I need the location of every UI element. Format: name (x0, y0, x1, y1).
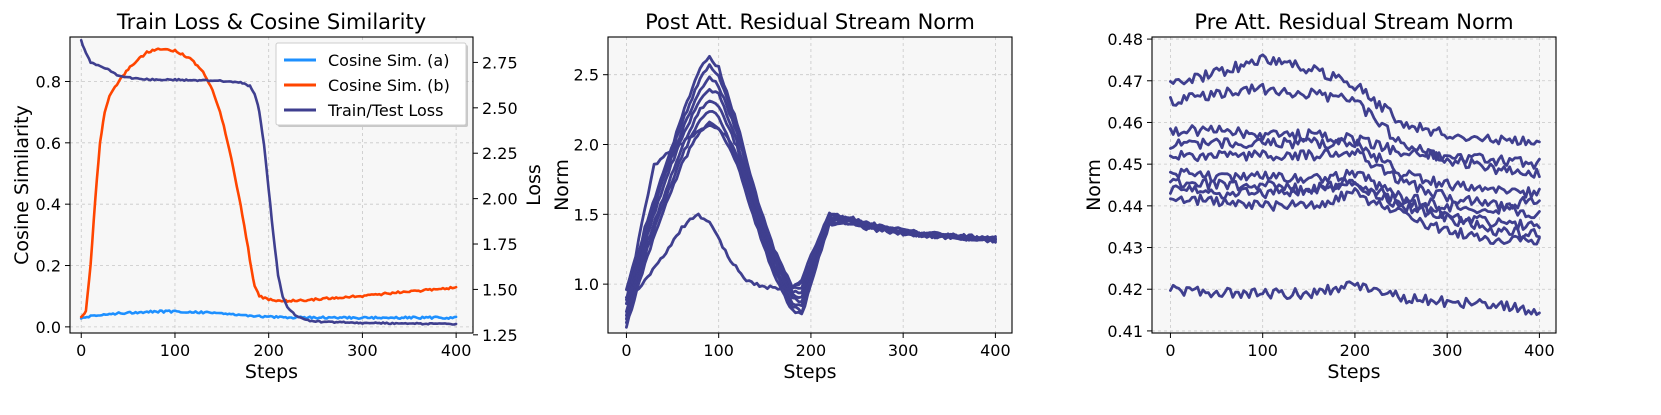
post-att-norm-xtick-label-3: 300 (888, 341, 919, 360)
train-loss-cosine-xtick-label-1: 100 (160, 341, 191, 360)
train-loss-cosine-ytick-label-2: 0.4 (36, 195, 61, 214)
train-loss-cosine-panel: 0 100 200 300 400 0.0 0.2 0.4 0.6 0.8 1.25 1.50 1.75… (11, 10, 545, 383)
post-att-norm-ytick-label-2: 2.0 (574, 136, 599, 155)
train-loss-cosine-series-line-2 (79, 38, 458, 326)
post-att-norm-title: Post Att. Residual Stream Norm (645, 10, 975, 34)
train-loss-cosine-xlabel: Steps (245, 361, 298, 383)
pre-att-norm-series-group (1169, 53, 1541, 317)
train-loss-cosine-xtick-label-3: 300 (347, 341, 378, 360)
pre-att-norm-series-line-3 (1169, 136, 1541, 199)
pre-att-norm-xtick-label-3: 300 (1432, 341, 1463, 360)
pre-att-norm-ytick-label-6: 0.47 (1107, 72, 1143, 91)
post-att-norm-ytick-label-1: 1.5 (574, 205, 599, 224)
pre-att-norm-ytick-label-0: 0.41 (1107, 322, 1143, 341)
pre-att-norm-series-line-7 (1169, 176, 1541, 232)
pre-att-norm-series-line-0 (1169, 53, 1541, 147)
post-att-norm-series-group (625, 54, 997, 329)
post-att-norm-xtick-label-2: 200 (796, 341, 827, 360)
post-att-norm-xtick-label-0: 0 (621, 341, 631, 360)
post-att-norm-spines (607, 36, 1013, 334)
train-loss-cosine-y2tick-label-6: 2.75 (482, 53, 518, 72)
pre-att-norm-xtick-label-2: 200 (1340, 341, 1371, 360)
pre-att-norm-xlabel: Steps (1327, 361, 1380, 383)
train-loss-cosine-ytick-label-3: 0.6 (36, 134, 61, 153)
pre-att-norm-series-line-8 (1169, 187, 1541, 246)
pre-att-norm-xtick-label-0: 0 (1165, 341, 1175, 360)
pre-att-norm-ytick-label-2: 0.43 (1107, 239, 1143, 258)
train-loss-cosine-legend-label-1: Cosine Sim. (b) (328, 76, 450, 95)
train-loss-cosine-legend-label-2: Train/Test Loss (327, 101, 443, 120)
train-loss-cosine-series-group (79, 38, 458, 326)
post-att-norm-ylabel: Norm (551, 159, 573, 211)
pre-att-norm-series-line-4 (1169, 147, 1541, 220)
train-loss-cosine-xtick-label-2: 200 (253, 341, 284, 360)
post-att-norm-xtick-label-4: 400 (980, 341, 1011, 360)
train-loss-cosine-series-line-1 (79, 47, 458, 319)
pre-att-norm-ylabel: Norm (1083, 159, 1105, 211)
train-loss-cosine-y2label: Loss (523, 164, 545, 206)
pre-att-norm-spines (1151, 36, 1557, 334)
pre-att-norm-ytick-label-1: 0.42 (1107, 280, 1143, 299)
pre-att-norm-series-line-9 (1169, 280, 1541, 317)
train-loss-cosine-y2tick-label-1: 1.50 (482, 280, 518, 299)
post-att-norm-panel: 0 100 200 300 400 1.0 1.5 2.0 2.5 Post Att. Resid… (551, 10, 1013, 383)
train-loss-cosine-y2tick-label-5: 2.50 (482, 99, 518, 118)
pre-att-norm-series-line-5 (1169, 167, 1541, 215)
pre-att-norm-ytick-label-4: 0.45 (1107, 155, 1143, 174)
post-att-norm-ytick-label-3: 2.5 (574, 66, 599, 85)
pre-att-norm-panel: 0 100 200 300 400 0.41 0.42 0.43 0.44 0.45 0.46 0.4… (1083, 10, 1557, 383)
train-loss-cosine-xtick-label-4: 400 (441, 341, 472, 360)
post-att-norm-ytick-label-0: 1.0 (574, 275, 599, 294)
train-loss-cosine-y2tick-label-3: 2.00 (482, 190, 518, 209)
train-loss-cosine-y2tick-label-2: 1.75 (482, 235, 518, 254)
train-loss-cosine-legend-box (275, 42, 467, 126)
train-loss-cosine-series-line-0 (79, 309, 458, 321)
train-loss-cosine-y2tick-label-0: 1.25 (482, 326, 518, 345)
pre-att-norm-ytick-label-5: 0.46 (1107, 113, 1143, 132)
train-loss-cosine-title: Train Loss & Cosine Similarity (116, 10, 426, 34)
pre-att-norm-series-line-1 (1169, 82, 1541, 179)
train-loss-cosine-y2tick-label-4: 2.25 (482, 144, 518, 163)
train-loss-cosine-ytick-label-4: 0.8 (36, 72, 61, 91)
post-att-norm-xtick-label-1: 100 (703, 341, 734, 360)
train-loss-cosine-ytick-label-1: 0.2 (36, 257, 61, 276)
post-att-norm-xlabel: Steps (783, 361, 836, 383)
train-loss-cosine-xtick-label-0: 0 (76, 341, 86, 360)
pre-att-norm-ytick-label-7: 0.48 (1107, 30, 1143, 49)
pre-att-norm-title: Pre Att. Residual Stream Norm (1194, 10, 1513, 34)
train-loss-cosine-ytick-label-0: 0.0 (36, 318, 61, 337)
train-loss-cosine-legend-label-0: Cosine Sim. (a) (328, 51, 449, 70)
pre-att-norm-ytick-label-3: 0.44 (1107, 197, 1143, 216)
train-loss-cosine-spines (69, 36, 474, 334)
post-att-norm-series-line-8 (625, 212, 997, 299)
pre-att-norm-xtick-label-1: 100 (1247, 341, 1278, 360)
train-loss-cosine-ylabel: Cosine Similarity (11, 105, 33, 265)
pre-att-norm-xtick-label-4: 400 (1524, 341, 1555, 360)
